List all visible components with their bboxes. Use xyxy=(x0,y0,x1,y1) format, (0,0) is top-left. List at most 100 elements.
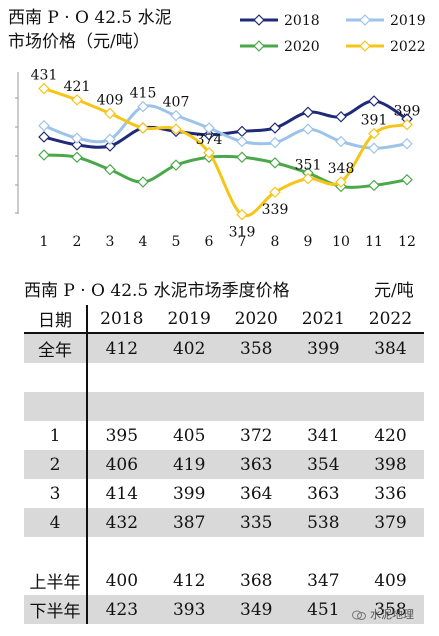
table-cell xyxy=(222,392,290,421)
row-label: 1 xyxy=(24,421,88,450)
table-row xyxy=(24,363,424,392)
table-cell: 538 xyxy=(289,508,357,537)
table-cell: 409 xyxy=(374,570,407,591)
table-cell: 335 xyxy=(222,508,290,537)
x-tick-label: 4 xyxy=(139,234,148,250)
data-label: 421 xyxy=(64,79,91,95)
legend-marker xyxy=(359,40,371,52)
table-row xyxy=(24,537,424,566)
legend-marker xyxy=(253,40,265,52)
chart-title: 西南 P · O 42.5 水泥 市场价格（元/吨） xyxy=(8,6,172,54)
table-row: 1 395 405 372 341 420 xyxy=(24,421,424,450)
row-label xyxy=(24,537,88,566)
header-label: 日期 xyxy=(24,305,88,334)
data-point-2018 xyxy=(269,122,281,134)
data-point-2022 xyxy=(71,94,83,106)
data-point-2020 xyxy=(269,157,281,169)
data-point-2022 xyxy=(38,82,50,95)
table-cell xyxy=(223,363,290,392)
table-cell: 336 xyxy=(374,483,407,504)
row-label xyxy=(24,392,88,421)
watermark-text: 水泥地理 xyxy=(370,608,414,621)
legend-label-2018: 2018 xyxy=(284,13,320,29)
table-cell: 412 xyxy=(87,333,156,363)
x-tick-label: 9 xyxy=(304,234,313,250)
data-point-2022 xyxy=(368,127,380,140)
table-cell: 406 xyxy=(87,450,156,479)
table-cell: 393 xyxy=(155,595,223,624)
table-cell xyxy=(155,392,223,421)
x-tick-label: 6 xyxy=(205,234,214,250)
data-point-2019 xyxy=(137,100,149,113)
table-cell xyxy=(87,363,156,392)
row-label: 3 xyxy=(24,479,88,508)
data-point-2018 xyxy=(335,110,347,123)
row-label xyxy=(24,363,88,392)
data-label: 409 xyxy=(97,92,124,108)
table-cell: 451 xyxy=(289,595,357,624)
data-label: 348 xyxy=(328,161,355,177)
row-label: 4 xyxy=(24,508,88,537)
x-tick-label: 3 xyxy=(106,234,115,250)
data-point-2022 xyxy=(269,186,281,198)
data-point-2019 xyxy=(236,135,248,148)
row-label: 2 xyxy=(24,450,88,479)
legend-label-2020: 2020 xyxy=(284,39,320,55)
table-cell: 387 xyxy=(155,508,223,537)
table-row xyxy=(24,392,424,421)
table-cell: 363 xyxy=(222,450,290,479)
header-year: 2022 xyxy=(356,305,424,334)
data-point-2018 xyxy=(104,140,116,152)
data-point-2020 xyxy=(401,173,413,186)
table-title: 西南 P · O 42.5 水泥市场季度价格 xyxy=(24,281,290,301)
table-cell xyxy=(356,392,424,421)
table-row: 2 406 419 363 354 398 xyxy=(24,450,424,479)
data-label: 407 xyxy=(163,95,190,111)
table-cell: 400 xyxy=(105,570,139,591)
table-cell xyxy=(87,537,156,566)
table-cell: 398 xyxy=(356,450,424,479)
x-tick-label: 2 xyxy=(73,234,82,250)
data-point-2020 xyxy=(71,151,83,164)
table-cell: 414 xyxy=(105,483,139,504)
data-label: 399 xyxy=(394,104,421,120)
x-tick-label: 10 xyxy=(332,234,350,250)
chart-title-line2: 市场价格（元/吨） xyxy=(8,32,150,52)
data-label: 319 xyxy=(229,225,256,241)
table-cell: 423 xyxy=(87,595,156,624)
table-unit: 元/吨 xyxy=(374,281,414,301)
table-row: 3 414 399 364 363 336 xyxy=(24,479,424,508)
header-year: 2021 xyxy=(289,305,357,334)
data-point-2018 xyxy=(203,128,215,141)
data-point-2019 xyxy=(104,133,116,146)
table-cell: 412 xyxy=(172,570,206,591)
table-cell: 405 xyxy=(172,425,206,446)
x-tick-label: 11 xyxy=(365,234,383,250)
table-cell: 402 xyxy=(155,333,223,363)
data-point-2020 xyxy=(38,149,50,161)
data-point-2022 xyxy=(137,122,149,134)
data-label: 431 xyxy=(31,68,58,84)
quarterly-price-table: 日期 2018 2019 2020 2021 2022 全年 412 402 358 399 384 1… xyxy=(24,305,424,624)
table-header-row: 日期 2018 2019 2020 2021 2022 xyxy=(24,305,424,334)
watermark: 水泥地理 xyxy=(352,606,414,622)
table-cell: 399 xyxy=(289,333,357,363)
row-label: 全年 xyxy=(24,333,88,363)
table-cell: 349 xyxy=(222,595,290,624)
table-cell: 384 xyxy=(356,333,424,363)
table-cell: 358 xyxy=(356,595,424,624)
data-label: 339 xyxy=(262,202,289,218)
table-cell xyxy=(87,392,156,421)
table-cell xyxy=(357,537,424,566)
table-cell xyxy=(290,363,357,392)
data-point-2019 xyxy=(302,123,314,135)
data-point-2020 xyxy=(137,176,149,188)
data-point-2020 xyxy=(236,151,248,164)
x-tick-label: 5 xyxy=(172,234,181,250)
data-point-2019 xyxy=(71,132,83,144)
table-cell: 395 xyxy=(105,425,139,446)
data-label: 391 xyxy=(361,113,388,129)
data-point-2022 xyxy=(335,176,347,188)
data-label: 415 xyxy=(130,86,157,102)
